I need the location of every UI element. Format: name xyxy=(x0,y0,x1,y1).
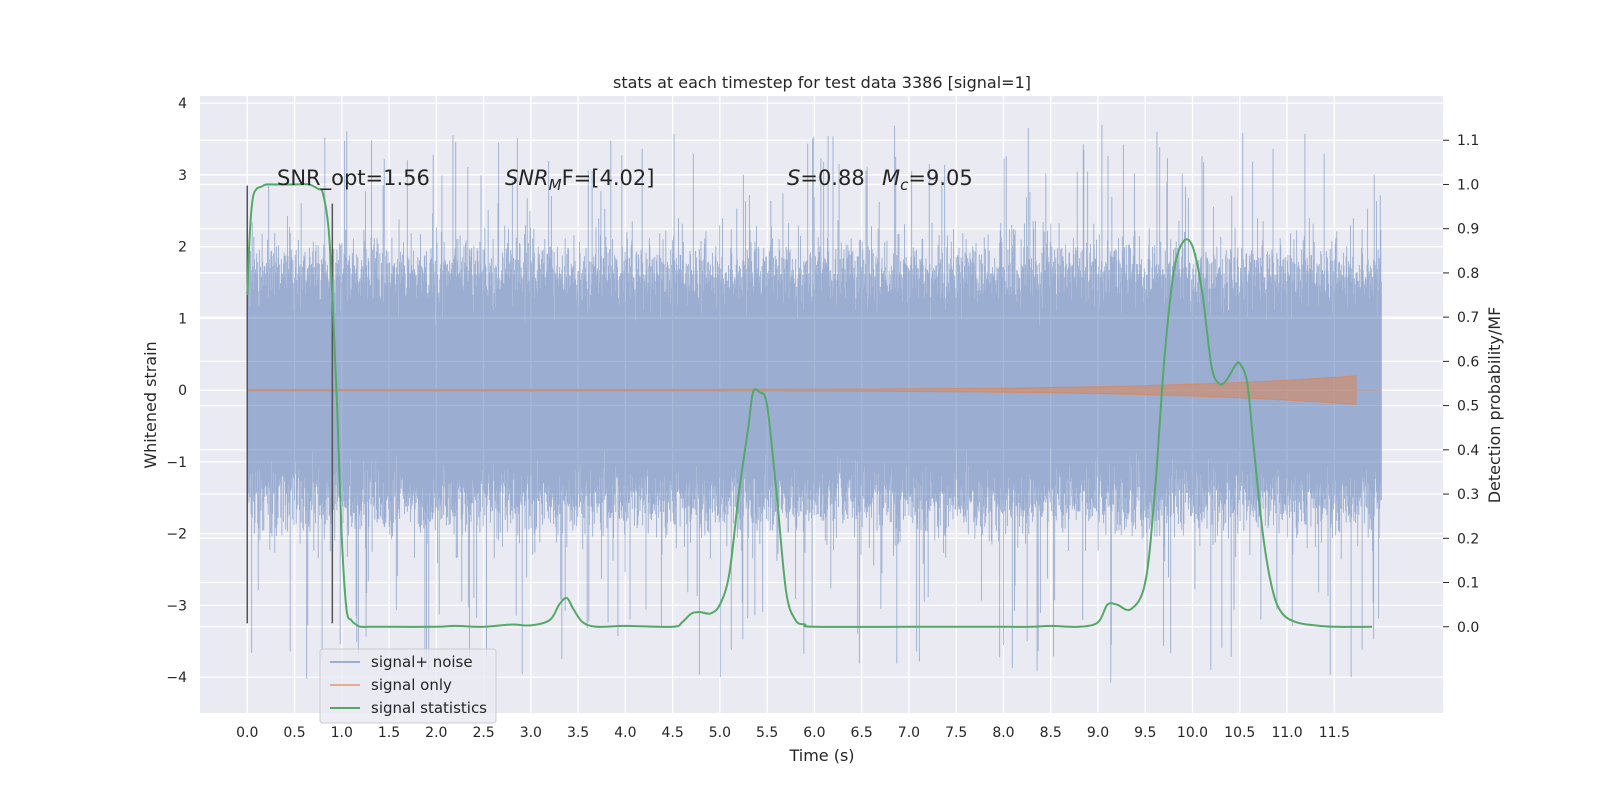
x-tick-label: 6.0 xyxy=(803,725,825,741)
x-tick-label: 5.0 xyxy=(709,725,731,741)
legend-label-signal-statistics: signal statistics xyxy=(371,699,487,717)
y2-tick-label: 0.9 xyxy=(1457,222,1479,238)
x-tick-label: 6.5 xyxy=(851,725,873,741)
y2-tick-label: 1.1 xyxy=(1457,133,1479,149)
annotation-snr-mf: SNRMF=[4.02] xyxy=(505,166,654,194)
annotation-s-symbol: S xyxy=(787,166,800,190)
y2-tick-label: 0.8 xyxy=(1457,266,1479,282)
y2-tick-label: 0.2 xyxy=(1457,531,1479,547)
annotation-snr-mf-rest: F=[4.02] xyxy=(562,166,655,190)
x-tick-label: 0.0 xyxy=(236,725,258,741)
legend-label-signal-only: signal only xyxy=(371,676,452,694)
y-tick-label: −1 xyxy=(166,455,187,471)
annotations: SNR_opt=1.56 SNRMF=[4.02] S=0.88 Mc=9.05 xyxy=(277,166,973,194)
x-tick-label: 4.0 xyxy=(614,725,636,741)
y2-tick-label: 0.5 xyxy=(1457,399,1479,415)
x-tick-label: 5.5 xyxy=(756,725,778,741)
y-tick-label: 4 xyxy=(178,96,187,112)
x-axis-label: Time (s) xyxy=(788,746,854,765)
legend: signal+ noise signal only signal statist… xyxy=(319,648,497,724)
annotation-snr-opt: SNR_opt=1.56 xyxy=(277,166,430,191)
x-tick-label: 8.5 xyxy=(1040,725,1062,741)
y-axis-label: Whitened strain xyxy=(141,341,160,468)
x-tick-label: 0.5 xyxy=(283,725,305,741)
y2-tick-label: 0.6 xyxy=(1457,354,1479,370)
x-tick-label: 10.5 xyxy=(1224,725,1255,741)
x-tick-label: 3.0 xyxy=(520,725,542,741)
x-tick-label: 7.0 xyxy=(898,725,920,741)
annotation-s: S=0.88 xyxy=(787,166,865,190)
y2-tick-label: 0.7 xyxy=(1457,310,1479,326)
y-tick-label: 3 xyxy=(178,168,187,184)
y2-tick-label: 0.0 xyxy=(1457,620,1479,636)
annotation-s-value: =0.88 xyxy=(800,166,864,190)
x-tick-label: 10.0 xyxy=(1177,725,1208,741)
chirp-envelope xyxy=(246,375,1357,406)
y-tick-label: −3 xyxy=(166,598,187,614)
y-tick-label: 0 xyxy=(178,383,187,399)
x-tick-label: 4.5 xyxy=(661,725,683,741)
y-tick-label: −4 xyxy=(166,670,187,686)
y-axis-ticks: −4 −3 −2 −1 0 1 2 3 4 xyxy=(166,96,187,686)
x-axis-ticks: 0.0 0.5 1.0 1.5 2.0 2.5 3.0 3.5 4.0 4.5 5.0 5.5 6.0 6… xyxy=(236,725,1350,741)
stats-line xyxy=(246,183,1373,628)
x-tick-label: 9.0 xyxy=(1087,725,1109,741)
x-tick-label: 1.0 xyxy=(331,725,353,741)
y2-tick-label: 0.3 xyxy=(1457,487,1479,503)
y-tick-label: −2 xyxy=(166,527,187,543)
y2-tick-label: 1.0 xyxy=(1457,177,1479,193)
series-signal-only xyxy=(246,375,1382,406)
annotation-mc-symbol: M xyxy=(882,166,900,190)
annotation-mc-sub: c xyxy=(900,176,909,194)
legend-box xyxy=(319,648,497,724)
x-tick-label: 3.5 xyxy=(567,725,589,741)
y2-tick-label: 0.4 xyxy=(1457,443,1479,459)
x-tick-label: 11.5 xyxy=(1319,725,1350,741)
x-tick-label: 7.5 xyxy=(945,725,967,741)
x-tick-label: 9.5 xyxy=(1134,725,1156,741)
x-tick-label: 8.0 xyxy=(992,725,1014,741)
annotation-snr-mf-base: SNR xyxy=(505,166,549,190)
x-tick-label: 1.5 xyxy=(378,725,400,741)
chart-title: stats at each timestep for test data 338… xyxy=(613,73,1031,92)
y-tick-label: 2 xyxy=(178,240,187,256)
y2-axis-ticks: 0.0 0.1 0.2 0.3 0.4 0.5 0.6 0.7 0.8 0.9 1.0 1.1 xyxy=(1443,133,1479,636)
annotation-snr-mf-sub: M xyxy=(549,176,562,194)
annotation-mc: Mc=9.05 xyxy=(882,166,973,194)
y-tick-label: 1 xyxy=(178,311,187,327)
series-signal-statistics xyxy=(246,183,1373,628)
vertical-markers xyxy=(246,185,334,624)
y2-axis-label: Detection probability/MF xyxy=(1485,307,1504,504)
x-tick-label: 11.0 xyxy=(1271,725,1302,741)
x-tick-label: 2.5 xyxy=(472,725,494,741)
x-tick-label: 2.0 xyxy=(425,725,447,741)
annotation-mc-value: =9.05 xyxy=(908,166,972,190)
y2-tick-label: 0.1 xyxy=(1457,576,1479,592)
legend-label-signal-plus-noise: signal+ noise xyxy=(371,653,473,671)
